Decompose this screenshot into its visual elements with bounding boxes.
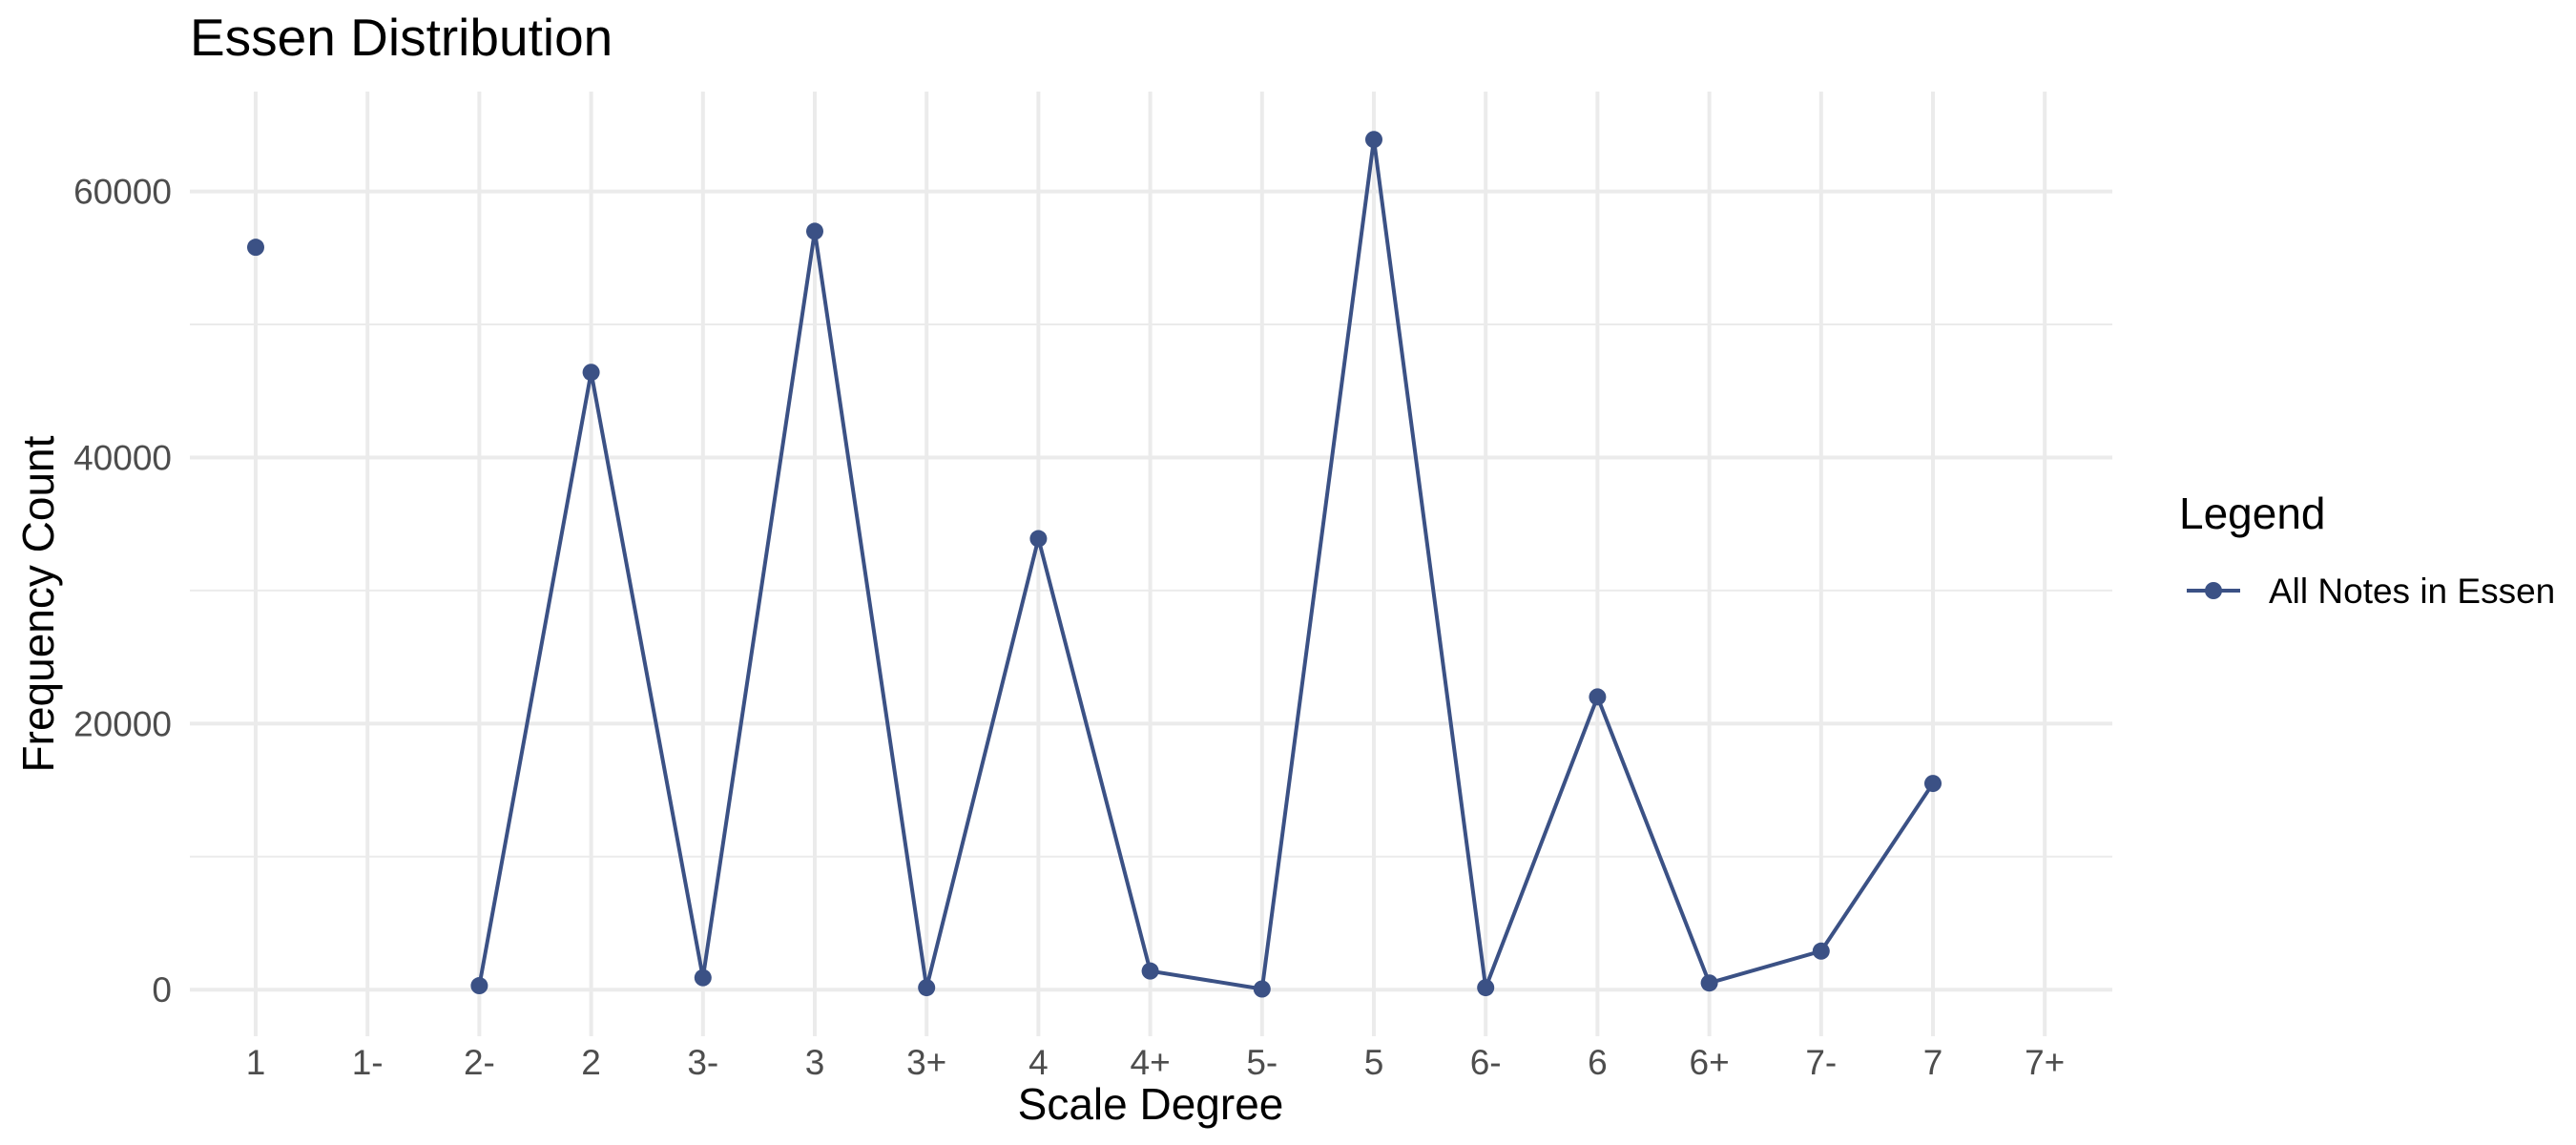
x-tick-label: 1 (246, 1043, 266, 1082)
x-axis-ticks: 1 1- 2- 2 3- 3 3+ 4 4+ 5- 5 6- 6 6+ 7- 7 7+ (246, 1043, 2066, 1082)
data-point (1029, 530, 1048, 548)
legend-key-point (2205, 582, 2222, 599)
x-tick-label: 1- (352, 1043, 384, 1082)
data-point (1924, 775, 1942, 793)
x-tick-label: 4+ (1131, 1043, 1171, 1082)
legend: Legend All Notes in Essen (2179, 489, 2555, 611)
data-point (470, 977, 488, 995)
data-point (806, 222, 823, 240)
y-tick-label: 60000 (73, 173, 172, 212)
x-tick-label: 5- (1246, 1043, 1278, 1082)
legend-title: Legend (2179, 489, 2326, 538)
y-axis-ticks: 0 20000 40000 60000 (73, 173, 172, 1010)
x-axis-title: Scale Degree (1018, 1079, 1284, 1129)
x-tick-label: 6- (1470, 1043, 1502, 1082)
legend-label: All Notes in Essen (2269, 572, 2555, 611)
chart-title: Essen Distribution (190, 8, 613, 67)
data-point (1700, 974, 1718, 992)
x-tick-label: 3- (687, 1043, 718, 1082)
x-tick-label: 4 (1028, 1043, 1049, 1082)
data-point (694, 968, 712, 987)
data-point (1253, 980, 1271, 998)
x-tick-label: 2 (581, 1043, 601, 1082)
series-line (477, 137, 1935, 991)
data-point (918, 979, 936, 997)
grid (190, 92, 2112, 1036)
x-tick-label: 5 (1364, 1043, 1384, 1082)
x-tick-label: 6+ (1690, 1043, 1730, 1082)
y-tick-label: 0 (152, 970, 172, 1010)
data-point (1141, 962, 1159, 980)
x-tick-label: 3 (805, 1043, 825, 1082)
x-tick-label: 7+ (2025, 1043, 2065, 1082)
x-tick-label: 6 (1588, 1043, 1608, 1082)
data-point (1365, 131, 1382, 149)
data-point (247, 239, 264, 257)
x-tick-label: 2- (464, 1043, 495, 1082)
data-point (1477, 979, 1495, 997)
data-point (582, 364, 600, 382)
y-axis-title: Frequency Count (13, 435, 63, 772)
x-tick-label: 3+ (906, 1043, 946, 1082)
series-group (247, 131, 1942, 998)
data-point (1812, 942, 1830, 960)
x-tick-label: 7 (1923, 1043, 1943, 1082)
data-point (1589, 688, 1607, 706)
x-tick-label: 7- (1805, 1043, 1837, 1082)
y-tick-label: 20000 (73, 704, 172, 743)
y-tick-label: 40000 (73, 438, 172, 477)
